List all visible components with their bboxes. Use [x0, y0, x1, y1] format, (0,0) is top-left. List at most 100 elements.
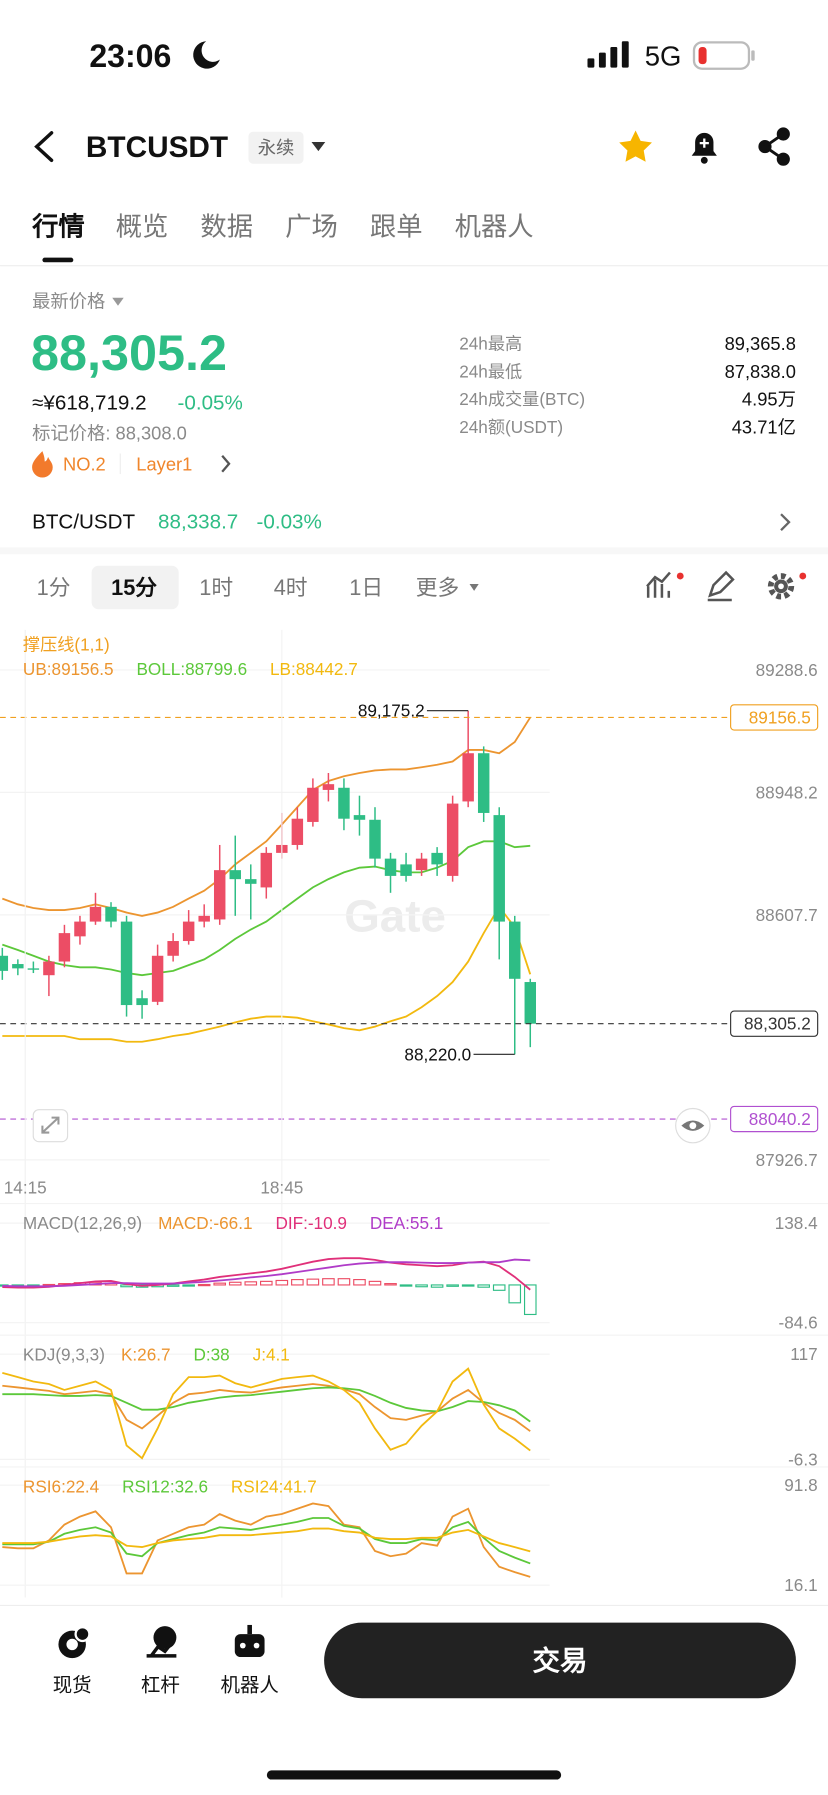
contract-type: 永续: [258, 137, 295, 158]
y-tick-label: 88948.2: [756, 782, 818, 802]
price-dropdown[interactable]: [112, 297, 124, 306]
indicator-line: [2, 1367, 531, 1460]
stat-label: 24h成交量(BTC): [459, 389, 585, 409]
nav-label[interactable]: 杠杆: [141, 1675, 180, 1697]
indicator-title: MACD(12,26,9): [23, 1213, 142, 1233]
stat-value: 87,838.0: [725, 361, 796, 382]
alert-bell[interactable]: [691, 132, 717, 164]
tab[interactable]: 跟单: [370, 212, 423, 242]
macd-bar: [368, 1280, 382, 1286]
last-price: 88,305.2: [31, 324, 227, 381]
bot-icon[interactable]: [234, 1624, 265, 1658]
symbol-dropdown[interactable]: [311, 141, 326, 152]
moon-icon: [193, 41, 220, 69]
candle-body: [58, 933, 71, 962]
interval[interactable]: 1日: [349, 575, 383, 600]
x-tick-label: 14:15: [4, 1178, 47, 1198]
stat-value: 43.71亿: [732, 417, 796, 438]
candle-body: [245, 879, 257, 884]
price-label: 最新价格: [32, 291, 105, 312]
x-tick-label: 18:45: [260, 1178, 303, 1198]
tab[interactable]: 机器人: [455, 212, 534, 242]
candle-body: [27, 968, 40, 970]
back-button[interactable]: [34, 131, 54, 163]
y-tick-label: -84.6: [779, 1313, 818, 1333]
settings-icon[interactable]: [767, 573, 795, 600]
trade-button[interactable]: [324, 1622, 796, 1699]
price-tag-label: 88,305.2: [744, 1014, 811, 1034]
tab[interactable]: 概览: [116, 212, 169, 242]
y-tick-label: 117: [790, 1344, 817, 1364]
candle-body: [415, 858, 428, 871]
favorite-star[interactable]: [619, 130, 652, 162]
expand-icon[interactable]: [32, 1109, 69, 1143]
candle-body: [431, 852, 443, 865]
price-tag-label: 89156.5: [749, 707, 811, 727]
candle-body: [353, 815, 366, 820]
symbol: BTCUSDT: [86, 131, 228, 164]
indicator-line: [2, 1383, 531, 1432]
candle-body: [74, 921, 86, 937]
candle-body: [338, 787, 350, 819]
interval[interactable]: 1时: [199, 575, 233, 600]
indicator-line: [2, 1502, 531, 1578]
legend-entry: RSI24:41.7: [231, 1476, 317, 1496]
spot-pair[interactable]: BTC/USDT: [32, 511, 135, 534]
divider: [0, 547, 828, 555]
spot-price: 88,338.7: [158, 511, 238, 534]
tab[interactable]: 广场: [285, 212, 338, 242]
spot-icon[interactable]: [58, 1626, 91, 1659]
candle-body: [89, 906, 102, 922]
y-tick-label: 138.4: [775, 1213, 818, 1233]
watermark: Gate: [344, 891, 446, 942]
tab[interactable]: 行情: [31, 212, 85, 242]
candle-body: [369, 819, 381, 859]
kline-chart: Gate 89288.6 88948.2 88607.7 87926.7 89,175.…: [0, 629, 828, 1598]
interval[interactable]: 更多: [416, 575, 459, 600]
eye-icon[interactable]: [675, 1107, 711, 1144]
candle-body: [229, 870, 241, 880]
contract-chip: [248, 131, 304, 164]
indicator-line: [2, 1257, 531, 1291]
stat-value: 89,365.8: [725, 333, 796, 354]
margin-icon[interactable]: [146, 1626, 177, 1658]
trade-button-label[interactable]: 交易: [533, 1645, 588, 1676]
price-change: -0.05%: [178, 392, 243, 415]
macd-bar: [477, 1284, 490, 1288]
macd-bar: [337, 1278, 351, 1286]
y-tick-label: 16.1: [784, 1575, 817, 1595]
candle-body: [509, 921, 521, 979]
macd-bar: [197, 1283, 211, 1287]
indicator-line: [2, 1527, 531, 1553]
sector[interactable]: Layer1: [136, 453, 192, 474]
draw-icon[interactable]: [707, 570, 735, 602]
spot-chevron[interactable]: [780, 513, 791, 532]
home-indicator: [266, 1770, 562, 1780]
candle-body: [213, 870, 226, 920]
battery-icon: [692, 41, 755, 70]
extreme-label: 89,175.2: [358, 701, 425, 721]
share-icon[interactable]: [758, 127, 790, 166]
interval[interactable]: 4时: [274, 575, 308, 600]
interval[interactable]: 1分: [37, 575, 71, 600]
nav-label[interactable]: 机器人: [220, 1675, 278, 1697]
status-time: 23:06: [89, 38, 171, 74]
indicator-line: [2, 1258, 531, 1288]
network: 5G: [645, 41, 682, 72]
indicator-line: [2, 1386, 531, 1423]
macd-bar: [415, 1284, 428, 1288]
legend-entry: BOLL:88799.6: [136, 659, 247, 679]
sector-chevron[interactable]: [221, 455, 231, 473]
legend-entry: RSI12:32.6: [122, 1476, 208, 1496]
interval[interactable]: 15分: [111, 575, 157, 600]
candle-body: [462, 753, 474, 802]
candle-body: [384, 858, 397, 876]
nav-label[interactable]: 现货: [53, 1675, 92, 1697]
tab[interactable]: 数据: [200, 212, 253, 242]
indicator-icon[interactable]: [646, 571, 671, 598]
extreme-label: 88,220.0: [404, 1044, 471, 1064]
more-dropdown[interactable]: [469, 584, 479, 591]
interval-selected-bg: [91, 565, 179, 610]
macd-bar: [260, 1280, 273, 1286]
